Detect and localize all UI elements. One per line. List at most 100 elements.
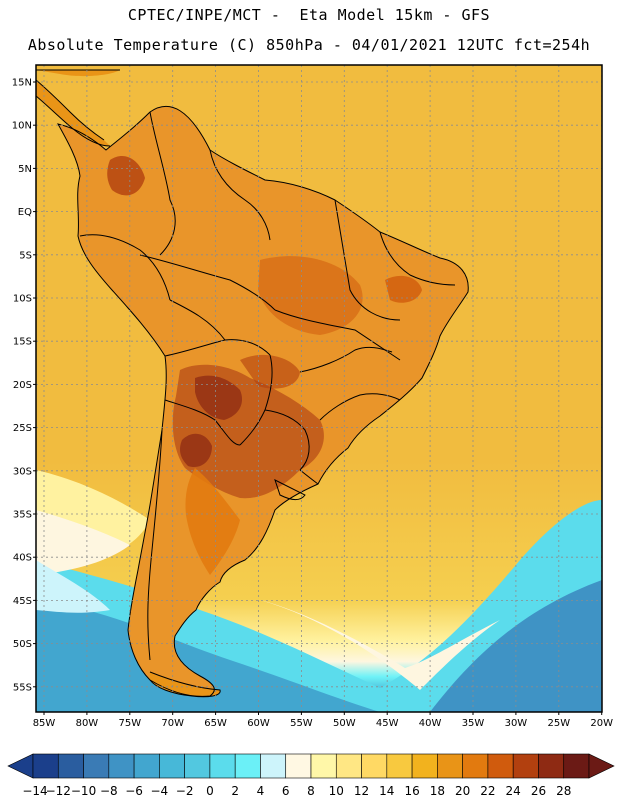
lon-tick-label: 45W xyxy=(376,718,399,729)
hottest-core-south xyxy=(180,433,212,468)
continent-coastline xyxy=(57,105,469,697)
colorbar: −14−12 −10 −8 −6 −4 −2 0 2 4 6 8 10 12 14 16 18 20 22 24 26… xyxy=(7,753,615,798)
colorbar-label: 0 xyxy=(206,784,214,798)
border-brazil-north xyxy=(139,254,276,311)
lat-tick-label: 10N xyxy=(12,121,32,132)
colorbar-arrow-high xyxy=(588,753,615,779)
colorbar-swatch xyxy=(512,753,539,779)
colorbar-swatch xyxy=(159,753,185,779)
colorbar-swatch xyxy=(335,753,362,779)
colorbar-swatch xyxy=(108,753,135,779)
temperature-field xyxy=(36,65,602,712)
colorbar-swatch xyxy=(487,753,514,779)
hot-region-andes-north xyxy=(107,156,145,196)
border-brazil-states-3 xyxy=(379,231,456,286)
colorbar-label: −12 xyxy=(46,784,71,798)
cool-band xyxy=(260,600,500,690)
colorbar-label: 24 xyxy=(506,784,521,798)
colorbar-swatch xyxy=(361,753,388,779)
colorbar-label: −6 xyxy=(125,784,143,798)
border-uruguay xyxy=(299,469,319,485)
warm-region-patagonia xyxy=(185,468,240,575)
colorbar-swatch xyxy=(386,753,413,779)
colorbar-label: 14 xyxy=(379,784,394,798)
hot-region-northeast xyxy=(385,275,422,303)
border-colombia-venezuela xyxy=(149,111,176,256)
lat-tick-label: 30S xyxy=(13,466,32,477)
lat-tick-label: 55S xyxy=(13,682,32,693)
border-chile-argentina-north xyxy=(164,399,241,446)
central-america-coast-north xyxy=(36,79,105,141)
lat-tick-label: EQ xyxy=(18,207,32,218)
lat-tick-label: 10S xyxy=(13,294,32,305)
colorbar-swatch xyxy=(184,753,211,779)
colorbar-label: −8 xyxy=(100,784,118,798)
pacific-cold-band xyxy=(36,560,110,613)
colorbar-label: 18 xyxy=(430,784,445,798)
colorbar-label: −14 xyxy=(22,784,47,798)
colorbar-label: 2 xyxy=(231,784,239,798)
colorbar-label: 22 xyxy=(480,784,495,798)
central-america-coast-south xyxy=(36,95,111,147)
lon-tick-label: 60W xyxy=(247,718,270,729)
colorbar-swatch xyxy=(563,753,590,779)
lon-tick-label: 70W xyxy=(161,718,184,729)
border-brazil-states-4 xyxy=(319,393,401,421)
colorbar-label: −4 xyxy=(151,784,169,798)
pacific-pale-band xyxy=(36,510,130,575)
colorbar-label: 20 xyxy=(455,784,470,798)
lat-tick-label: 50S xyxy=(13,639,32,650)
lon-tick-label: 80W xyxy=(76,718,99,729)
lat-tick-label: 15S xyxy=(13,337,32,348)
colorbar-label: −2 xyxy=(176,784,194,798)
lon-tick-label: 35W xyxy=(462,718,485,729)
lat-tick-label: 5S xyxy=(19,250,32,261)
border-peru-bolivia xyxy=(169,299,226,341)
colorbar-swatch xyxy=(462,753,489,779)
country-borders xyxy=(36,69,469,698)
colorbar-swatch xyxy=(411,753,438,779)
colorbar-label: 6 xyxy=(282,784,290,798)
warm-region-interior xyxy=(258,256,363,335)
colorbar-swatch xyxy=(209,753,236,779)
colorbar-label: 28 xyxy=(556,784,571,798)
colorbar-arrow-low xyxy=(7,753,34,779)
hottest-core-north xyxy=(195,375,243,420)
border-chile-argentina xyxy=(147,429,163,661)
lat-tick-label: 45S xyxy=(13,596,32,607)
border-brazil-states-2 xyxy=(334,199,401,321)
colorbar-label: 8 xyxy=(307,784,315,798)
lon-tick-label: 75W xyxy=(118,718,141,729)
colorbar-label: 12 xyxy=(354,784,369,798)
lon-tick-label: 50W xyxy=(333,718,356,729)
warm-region-pantanal xyxy=(240,354,300,389)
colorbar-label: 26 xyxy=(531,784,546,798)
colorbar-label: 16 xyxy=(404,784,419,798)
lat-tick-label: 15N xyxy=(12,78,32,89)
colorbar-swatch xyxy=(285,753,312,779)
border-brazil-states-5 xyxy=(299,346,393,373)
latitude-axis: 15N 10N 5N EQ 5S 10S 15S 20S 25S 30S 35S 40S 45S 50S 5… xyxy=(12,78,36,693)
rio-de-la-plata xyxy=(274,479,306,500)
colorbar-swatch xyxy=(538,753,565,779)
lat-tick-label: 40S xyxy=(13,553,32,564)
lon-tick-label: 55W xyxy=(290,718,313,729)
map-title-line1: CPTEC/INPE/MCT - Eta Model 15km - GFS xyxy=(127,6,491,24)
colorbar-label: −10 xyxy=(71,784,96,798)
tierra-del-fuego-coast xyxy=(149,671,221,698)
colder-water-region xyxy=(36,600,380,712)
map-frame xyxy=(35,64,603,713)
lon-tick-label: 65W xyxy=(204,718,227,729)
lon-tick-label: 85W xyxy=(33,718,56,729)
lat-tick-label: 25S xyxy=(13,423,32,434)
graticule xyxy=(36,65,602,712)
colorbar-swatch xyxy=(260,753,287,779)
map-title-line2: Absolute Temperature (C) 850hPa - 04/01/… xyxy=(27,36,591,54)
lat-tick-label: 35S xyxy=(13,510,32,521)
colorbar-label: 4 xyxy=(257,784,265,798)
border-paraguay-brazil xyxy=(264,409,310,471)
lon-tick-label: 30W xyxy=(505,718,528,729)
lat-tick-label: 5N xyxy=(18,164,32,175)
colorbar-swatch xyxy=(310,753,337,779)
